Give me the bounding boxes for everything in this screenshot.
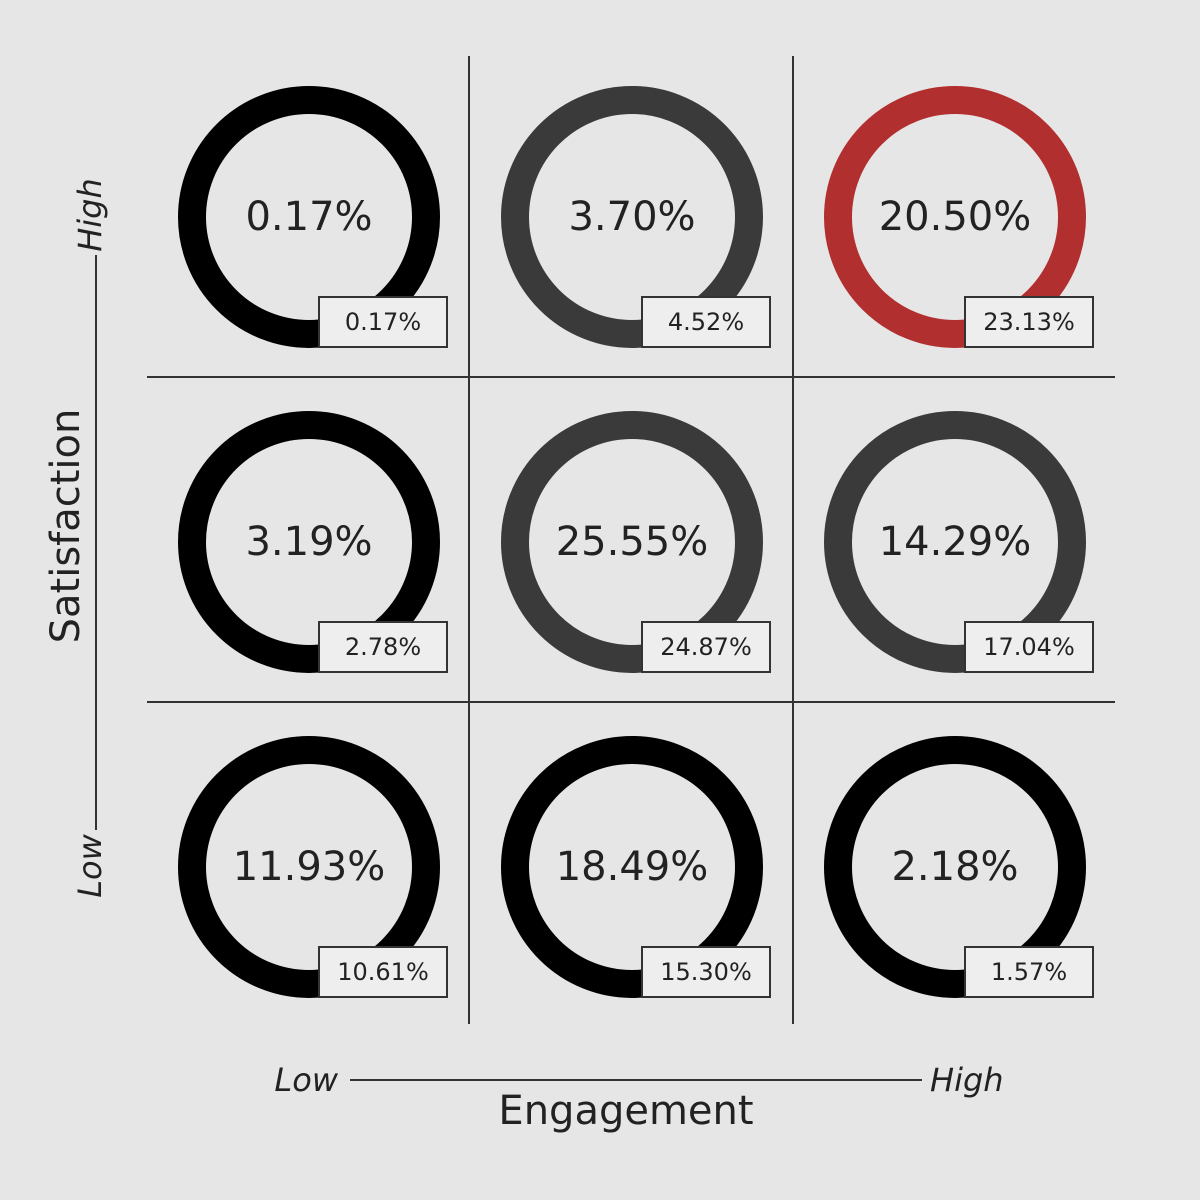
cell-ring-2 bbox=[501, 86, 763, 348]
cell-value-9: 2.18% bbox=[891, 844, 1018, 890]
x-axis-label: Engagement bbox=[498, 1088, 753, 1134]
cell-value-1: 0.17% bbox=[245, 194, 372, 240]
cell-value-3: 20.50% bbox=[879, 194, 1032, 240]
cell-value-6: 14.29% bbox=[879, 519, 1032, 565]
y-axis-high-label: High bbox=[71, 178, 109, 252]
cell-value-2: 3.70% bbox=[568, 194, 695, 240]
cell-value-8: 18.49% bbox=[556, 844, 709, 890]
cell-comparison-label-3: 23.13% bbox=[983, 308, 1075, 336]
cell-ring-9 bbox=[824, 736, 1086, 998]
cell-comparison-badge-9 bbox=[964, 946, 1094, 998]
cell-value-4: 3.19% bbox=[245, 519, 372, 565]
cell-comparison-label-1: 0.17% bbox=[345, 308, 421, 336]
cell-ring-1 bbox=[178, 86, 440, 348]
cell-ring-7 bbox=[178, 736, 440, 998]
cell-ring-3 bbox=[824, 86, 1086, 348]
y-axis-label: Satisfaction bbox=[43, 409, 89, 644]
cell-comparison-label-6: 17.04% bbox=[983, 633, 1075, 661]
cell-comparison-label-8: 15.30% bbox=[660, 958, 752, 986]
cell-comparison-badge-2 bbox=[641, 296, 771, 348]
cell-ring-6 bbox=[824, 411, 1086, 673]
cell-comparison-badge-6 bbox=[964, 621, 1094, 673]
cell-comparison-label-4: 2.78% bbox=[345, 633, 421, 661]
y-axis-low-label: Low bbox=[71, 833, 109, 897]
cell-comparison-label-2: 4.52% bbox=[668, 308, 744, 336]
cell-ring-8 bbox=[501, 736, 763, 998]
cell-comparison-label-5: 24.87% bbox=[660, 633, 752, 661]
cell-comparison-label-7: 10.61% bbox=[337, 958, 429, 986]
cell-value-5: 25.55% bbox=[556, 519, 709, 565]
cell-comparison-badge-4 bbox=[318, 621, 448, 673]
cell-comparison-badge-7 bbox=[318, 946, 448, 998]
cell-ring-5 bbox=[501, 411, 763, 673]
cell-comparison-badge-5 bbox=[641, 621, 771, 673]
x-axis-high-label: High bbox=[930, 1061, 1004, 1099]
cell-comparison-badge-1 bbox=[318, 296, 448, 348]
cell-ring-4 bbox=[178, 411, 440, 673]
x-axis-low-label: Low bbox=[274, 1061, 338, 1099]
cell-comparison-label-9: 1.57% bbox=[991, 958, 1067, 986]
cell-value-7: 11.93% bbox=[233, 844, 386, 890]
cell-comparison-badge-8 bbox=[641, 946, 771, 998]
cell-comparison-badge-3 bbox=[964, 296, 1094, 348]
